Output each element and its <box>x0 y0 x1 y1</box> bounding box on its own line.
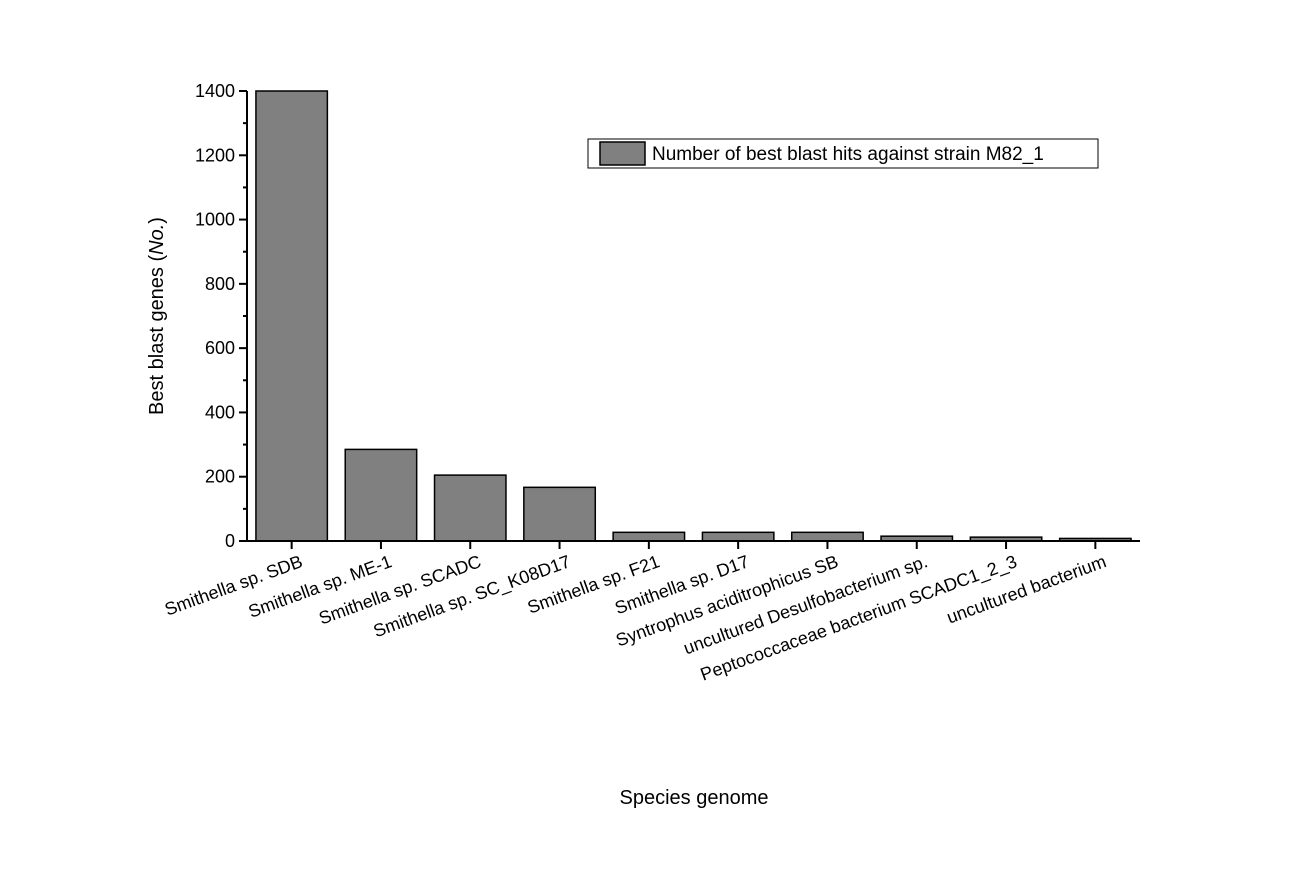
bar <box>523 486 597 542</box>
bar <box>612 531 686 542</box>
y-axis-title-suffix: ) <box>146 217 168 224</box>
y-tick-label: 400 <box>205 402 235 422</box>
y-axis-title-prefix: Best blast genes ( <box>146 255 168 415</box>
y-tick-label: 1200 <box>195 145 235 165</box>
x-tick-label: uncultured bacterium <box>944 551 1109 627</box>
x-axis-title: Species genome <box>620 787 769 809</box>
bars-layer <box>255 90 1132 542</box>
y-tick-label: 1000 <box>195 210 235 230</box>
legend-box <box>587 138 1099 169</box>
y-tick-label: 1400 <box>195 81 235 101</box>
legend-label: Number of best blast hits against strain… <box>652 144 1044 165</box>
bar <box>790 531 864 542</box>
y-ticks: 0 200 400 600 800 1000 1200 1400 <box>195 81 247 551</box>
bar <box>433 474 507 542</box>
y-tick-label: 800 <box>205 274 235 294</box>
bar <box>255 90 329 542</box>
y-axis-title: Best blast genes (No.) <box>146 217 168 415</box>
bar <box>344 448 418 542</box>
legend: Number of best blast hits against strain… <box>587 138 1099 169</box>
y-tick-label: 600 <box>205 338 235 358</box>
y-tick-label: 200 <box>205 467 235 487</box>
bar <box>701 531 775 542</box>
y-axis-title-italic: No. <box>146 224 168 255</box>
legend-swatch <box>599 141 646 166</box>
y-tick-label: 0 <box>225 531 235 551</box>
